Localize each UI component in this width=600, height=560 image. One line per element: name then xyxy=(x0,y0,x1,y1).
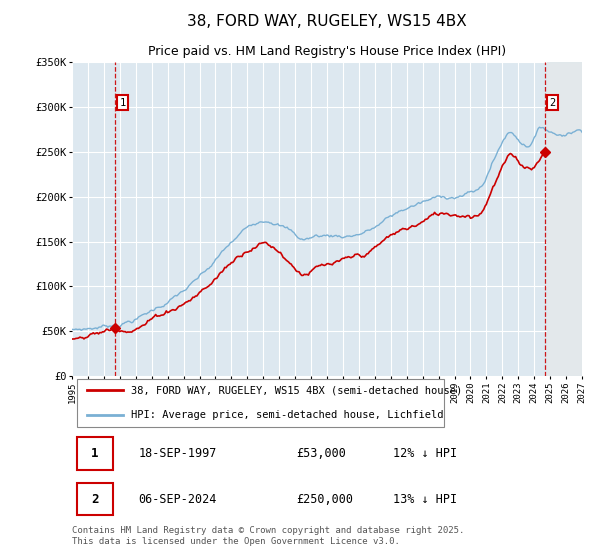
Text: 06-SEP-2024: 06-SEP-2024 xyxy=(139,493,217,506)
FancyBboxPatch shape xyxy=(77,483,113,515)
Text: 18-SEP-1997: 18-SEP-1997 xyxy=(139,447,217,460)
Text: £250,000: £250,000 xyxy=(296,493,353,506)
FancyBboxPatch shape xyxy=(77,437,113,470)
Text: £53,000: £53,000 xyxy=(296,447,346,460)
Text: 38, FORD WAY, RUGELEY, WS15 4BX (semi-detached house): 38, FORD WAY, RUGELEY, WS15 4BX (semi-de… xyxy=(131,385,462,395)
Bar xyxy=(547,62,582,376)
FancyBboxPatch shape xyxy=(77,379,444,427)
Text: 2: 2 xyxy=(91,493,98,506)
Text: Price paid vs. HM Land Registry's House Price Index (HPI): Price paid vs. HM Land Registry's House … xyxy=(148,45,506,58)
Text: 1: 1 xyxy=(119,97,125,108)
Text: HPI: Average price, semi-detached house, Lichfield: HPI: Average price, semi-detached house,… xyxy=(131,410,443,420)
Text: 1: 1 xyxy=(91,447,98,460)
Text: 12% ↓ HPI: 12% ↓ HPI xyxy=(394,447,457,460)
Text: Contains HM Land Registry data © Crown copyright and database right 2025.
This d: Contains HM Land Registry data © Crown c… xyxy=(72,526,464,546)
Text: 2: 2 xyxy=(549,97,556,108)
Text: 13% ↓ HPI: 13% ↓ HPI xyxy=(394,493,457,506)
Text: 38, FORD WAY, RUGELEY, WS15 4BX: 38, FORD WAY, RUGELEY, WS15 4BX xyxy=(187,15,467,29)
Bar xyxy=(547,62,582,376)
